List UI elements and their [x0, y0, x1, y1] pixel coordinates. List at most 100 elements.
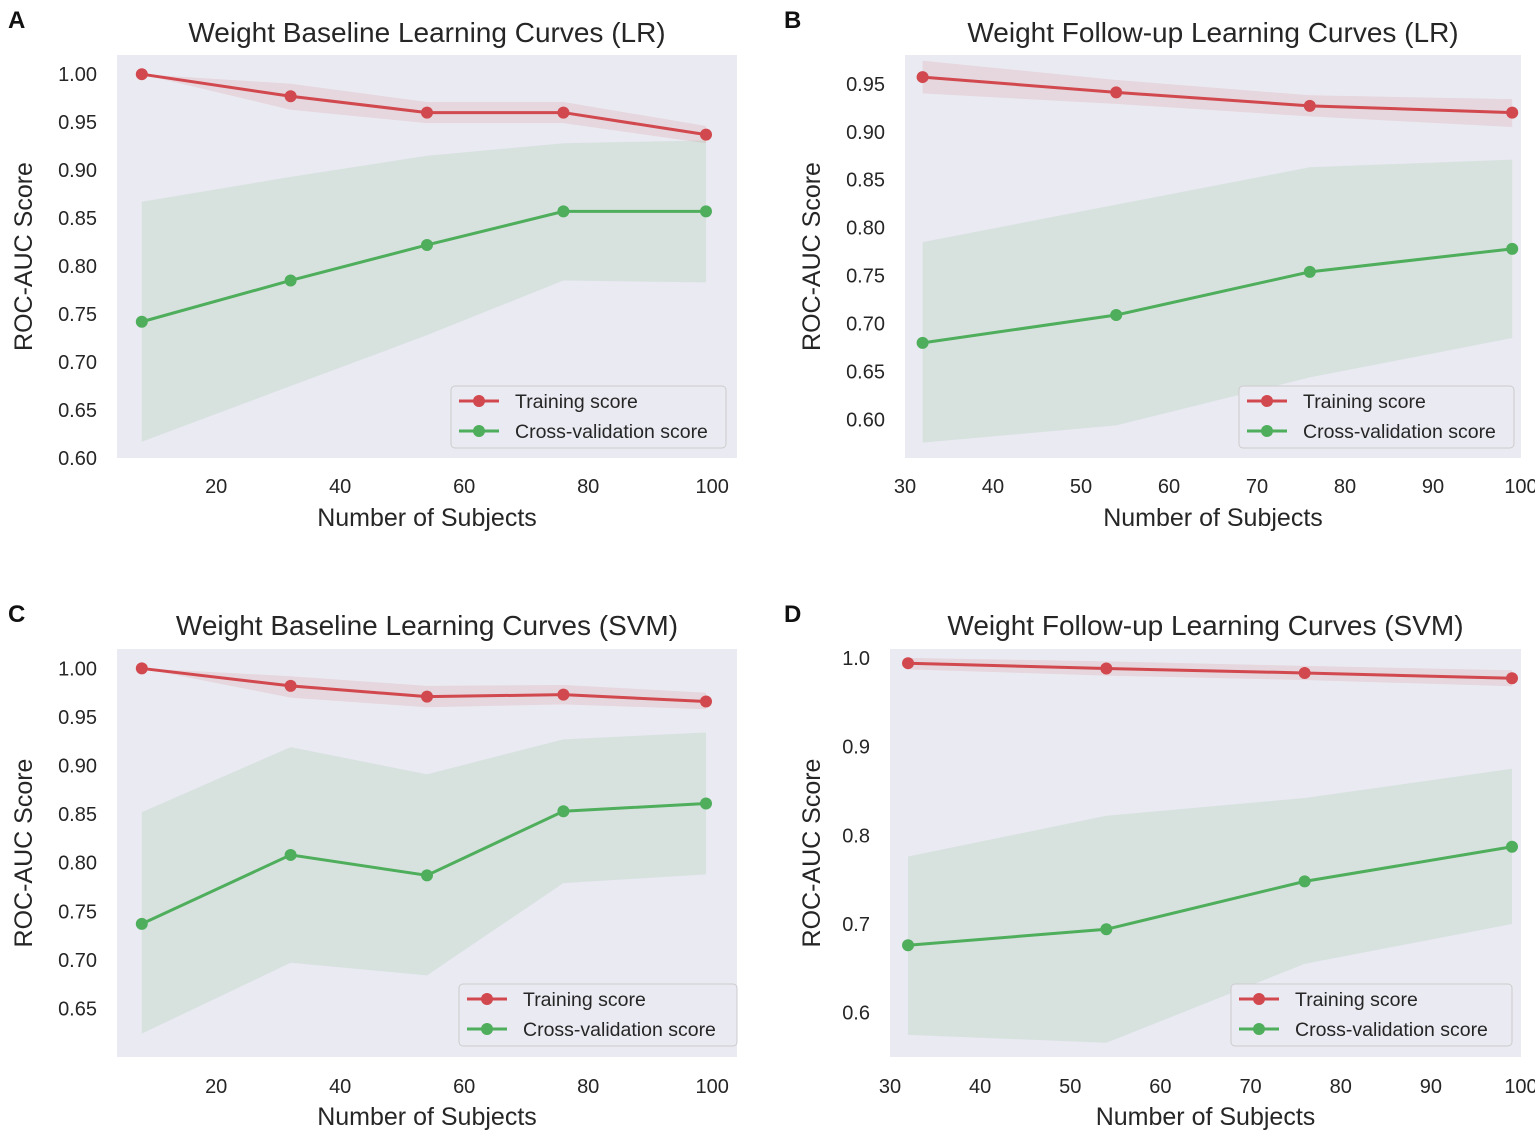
cv-score-point [700, 205, 712, 218]
y-axis-label: ROC-AUC Score [798, 759, 826, 948]
legend: Training score Cross-validation score [1238, 385, 1515, 449]
training-score-point [1505, 672, 1518, 685]
y-tick-label: 0.65 [58, 400, 97, 422]
cv-score-point [421, 238, 433, 251]
training-score-band [922, 60, 1513, 127]
y-tick-label: 0.80 [58, 256, 97, 278]
y-tick-label: 0.90 [846, 122, 885, 144]
training-score-point [902, 657, 915, 670]
y-tick-label: 0.9 [842, 737, 870, 759]
cv-score-point [284, 274, 297, 287]
legend-label: Training score [1303, 391, 1426, 413]
x-tick-label: 100 [696, 476, 729, 498]
legend-label: Training score [523, 989, 646, 1011]
x-tick-label: 30 [894, 476, 916, 498]
legend-box [1238, 385, 1515, 449]
training-score-point [916, 71, 929, 84]
training-score-point [1298, 666, 1311, 679]
x-tick-label: 100 [696, 1076, 729, 1098]
x-tick-label: 40 [329, 1076, 351, 1098]
training-score-point [700, 128, 712, 141]
x-tick-label: 80 [577, 1076, 599, 1098]
y-tick-label: 0.75 [846, 266, 885, 288]
chart-title: Weight Follow-up Learning Curves (LR) [967, 17, 1458, 48]
y-tick-label: 0.80 [58, 853, 97, 875]
chart-panel-c: C Weight Baseline Learning Curves (SVM) 0.… [8, 601, 738, 1131]
y-tick-label: 0.75 [58, 304, 97, 326]
y-axis-label: ROC-AUC Score [798, 162, 826, 351]
training-score-point [421, 690, 433, 703]
cv-score-point [1303, 265, 1316, 278]
cv-score-point [1110, 309, 1123, 322]
chart-panel-d: D Weight Follow-up Learning Curves (SVM) 0… [784, 601, 1535, 1131]
legend-swatch-marker [1253, 1023, 1265, 1035]
cv-score-point [902, 939, 915, 952]
training-score-point [1110, 86, 1123, 99]
y-tick-label: 0.75 [58, 901, 97, 923]
x-axis-label: Number of Subjects [317, 504, 537, 532]
training-score-point [700, 695, 712, 708]
training-score-point [135, 68, 148, 81]
y-tick-label: 0.85 [58, 208, 97, 230]
x-tick-label: 60 [1158, 476, 1180, 498]
x-axis-label: Number of Subjects [1103, 504, 1323, 532]
cv-score-point [700, 797, 712, 810]
y-tick-label: 0.95 [58, 707, 97, 729]
x-axis-label: Number of Subjects [317, 1103, 537, 1131]
x-tick-label: 90 [1420, 1076, 1442, 1098]
y-tick-label: 1.0 [842, 648, 870, 670]
x-tick-label: 90 [1422, 476, 1444, 498]
cv-score-line [907, 845, 1513, 947]
y-tick-label: 0.8 [842, 825, 870, 847]
legend-box [458, 983, 738, 1047]
cv-score-point [557, 205, 570, 218]
cv-score-point [284, 848, 297, 861]
cv-score-point [421, 869, 433, 882]
training-score-point [1506, 106, 1519, 119]
x-tick-label: 80 [577, 476, 599, 498]
y-tick-label: 1.00 [58, 64, 97, 86]
x-tick-label: 50 [1070, 476, 1092, 498]
y-tick-label: 0.65 [846, 362, 885, 384]
training-score-point [1100, 662, 1113, 675]
cv-score-point [1505, 840, 1518, 853]
y-tick-label: 0.90 [58, 160, 97, 182]
x-tick-label: 70 [1246, 476, 1268, 498]
y-tick-label: 0.70 [58, 950, 97, 972]
y-tick-label: 0.65 [58, 998, 97, 1020]
training-score-line [922, 75, 1513, 115]
legend-box [450, 385, 727, 449]
legend-label: Training score [1295, 989, 1418, 1011]
y-tick-label: 0.60 [58, 448, 97, 470]
chart-panel-a: A Weight Baseline Learning Curves (LR) 0.6… [8, 7, 737, 532]
y-tick-label: 0.60 [846, 410, 885, 432]
legend-swatch-marker [473, 395, 485, 407]
y-axis-label: ROC-AUC Score [10, 759, 38, 948]
y-tick-label: 0.95 [58, 112, 97, 134]
legend-box [1230, 983, 1513, 1047]
y-tick-label: 0.70 [58, 352, 97, 374]
training-score-point [1303, 99, 1316, 112]
cv-score-line [922, 247, 1513, 345]
y-tick-label: 0.90 [58, 756, 97, 778]
cv-score-point [916, 336, 929, 349]
legend-swatch-marker [473, 425, 485, 437]
y-tick-label: 0.70 [846, 314, 885, 336]
legend-swatch-marker [1253, 993, 1265, 1005]
x-tick-label: 60 [453, 476, 475, 498]
training-score-point [135, 662, 148, 675]
x-tick-label: 50 [1059, 1076, 1081, 1098]
x-tick-label: 100 [1504, 1076, 1535, 1098]
y-tick-label: 0.85 [58, 804, 97, 826]
y-tick-label: 0.80 [846, 218, 885, 240]
panel-letter: B [784, 7, 801, 34]
x-tick-label: 100 [1504, 476, 1535, 498]
legend-label: Training score [515, 391, 638, 413]
legend: Training score Cross-validation score [458, 983, 738, 1047]
chart-title: Weight Baseline Learning Curves (SVM) [176, 610, 678, 641]
x-tick-label: 80 [1330, 1076, 1352, 1098]
y-tick-label: 0.7 [842, 914, 870, 936]
chart-title: Weight Baseline Learning Curves (LR) [188, 17, 665, 48]
